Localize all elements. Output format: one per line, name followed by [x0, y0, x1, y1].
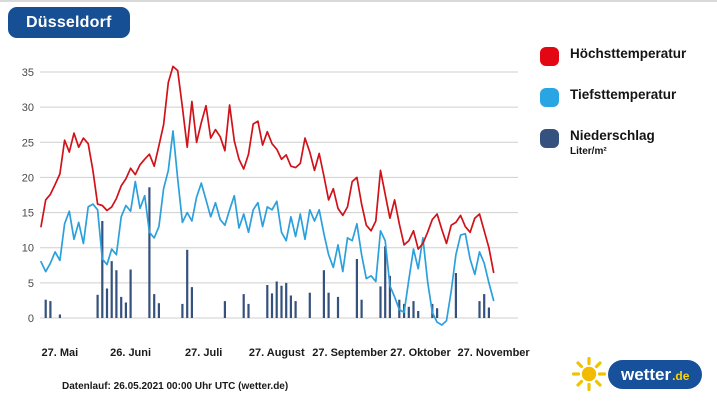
precipitation-bar: [96, 294, 99, 318]
legend-item-tiefsttemperatur: Tiefsttemperatur: [540, 87, 712, 107]
precipitation-bar: [454, 273, 457, 318]
precipitation-bar: [407, 306, 410, 318]
precipitation-bar: [322, 270, 325, 318]
tiefsttemperatur-color-swatch-icon: [540, 88, 559, 107]
precipitation-bar: [478, 301, 481, 318]
title-badge: Düsseldorf: [8, 7, 130, 38]
datenlauf-text: Datenlauf: 26.05.2021 00:00 Uhr UTC (wet…: [62, 381, 289, 392]
x-axis-tick-label: 26. Juni: [110, 347, 151, 359]
x-axis-tick-label: 27. Juli: [185, 347, 222, 359]
precipitation-bar: [412, 301, 415, 318]
precipitation-bar: [190, 287, 193, 318]
legend-item-niederschlag: Niederschlag Liter/m²: [540, 128, 712, 157]
precipitation-bar: [110, 261, 113, 318]
legend-unit-label: Liter/m²: [570, 145, 607, 157]
precipitation-bar: [157, 303, 160, 318]
precipitation-bar: [148, 187, 151, 318]
legend-label: Höchsttemperatur: [570, 46, 687, 61]
precipitation-bar: [266, 285, 269, 318]
logo-tld-text: .de: [672, 368, 690, 383]
y-axis-tick-label: 5: [28, 278, 34, 290]
precipitation-bar: [487, 307, 490, 318]
precipitation-bar: [308, 292, 311, 318]
y-axis-tick-label: 30: [22, 102, 34, 114]
x-axis-tick-label: 27. November: [458, 347, 531, 359]
y-axis-tick-label: 35: [22, 67, 34, 79]
legend-label: Niederschlag: [570, 128, 655, 143]
page-title: Düsseldorf: [26, 13, 112, 31]
precipitation-bar: [186, 249, 189, 318]
precipitation-bar: [129, 269, 132, 318]
chart-legend: Höchsttemperatur Tiefsttemperatur Nieder…: [540, 46, 712, 178]
precipitation-bar: [247, 303, 250, 318]
precipitation-bar: [280, 285, 283, 318]
precipitation-bar: [223, 301, 226, 318]
precipitation-bar: [275, 281, 278, 318]
min-temperature-line: [40, 130, 495, 326]
precipitation-bar: [105, 288, 109, 318]
precipitation-bar: [436, 308, 439, 318]
logo-brand-text: wetter: [621, 364, 672, 384]
precipitation-bar: [49, 301, 52, 318]
precipitation-bar: [360, 299, 363, 318]
x-axis-tick-label: 27. August: [249, 347, 305, 359]
precipitation-bar: [289, 295, 292, 318]
precipitation-bar: [58, 314, 61, 318]
x-axis-tick-label: 27. Mai: [42, 347, 79, 359]
precipitation-bar: [44, 299, 47, 318]
precipitation-bar: [355, 259, 358, 318]
precipitation-bar: [242, 294, 245, 318]
precipitation-bar: [124, 302, 127, 318]
hoechsttemperatur-color-swatch-icon: [540, 47, 559, 66]
precipitation-bar: [181, 303, 184, 318]
legend-label: Tiefsttemperatur: [570, 87, 677, 102]
precipitation-bar: [483, 294, 486, 318]
precipitation-bar: [120, 296, 123, 318]
max-temperature-line: [40, 65, 495, 274]
precipitation-bar: [327, 292, 330, 318]
precipitation-bar: [384, 246, 387, 318]
precipitation-bar: [101, 221, 104, 318]
precipitation-bar: [336, 296, 340, 318]
precipitation-bar: [270, 293, 274, 318]
x-axis-tick-label: 27. September: [312, 347, 388, 359]
precipitation-bar: [285, 282, 288, 318]
temperature-precipitation-chart: 0 5 10 15 20 25 30 35 27. Mai 26. Juni 27. Juli 27.…: [22, 65, 531, 359]
sun-icon: [572, 357, 606, 391]
top-border-line: [0, 0, 717, 2]
wetter-de-logo[interactable]: wetter .de: [572, 357, 703, 391]
y-axis-tick-label: 15: [22, 208, 34, 220]
niederschlag-color-swatch-icon: [540, 129, 559, 148]
precipitation-bar: [294, 301, 297, 318]
precipitation-bar: [153, 294, 156, 318]
y-axis-tick-label: 20: [22, 172, 34, 184]
precipitation-bar: [417, 311, 420, 318]
y-axis-tick-label: 25: [22, 137, 34, 149]
x-axis-tick-label: 27. Oktober: [390, 347, 451, 359]
precipitation-bar: [379, 286, 382, 318]
wetter-de-wordmark: wetter .de: [608, 359, 703, 389]
precipitation-bar: [115, 270, 118, 318]
y-axis-tick-label: 0: [28, 313, 34, 325]
precipitation-bar: [388, 275, 391, 318]
legend-item-hoechsttemperatur: Höchsttemperatur: [540, 46, 712, 66]
y-axis-tick-label: 10: [22, 243, 34, 255]
